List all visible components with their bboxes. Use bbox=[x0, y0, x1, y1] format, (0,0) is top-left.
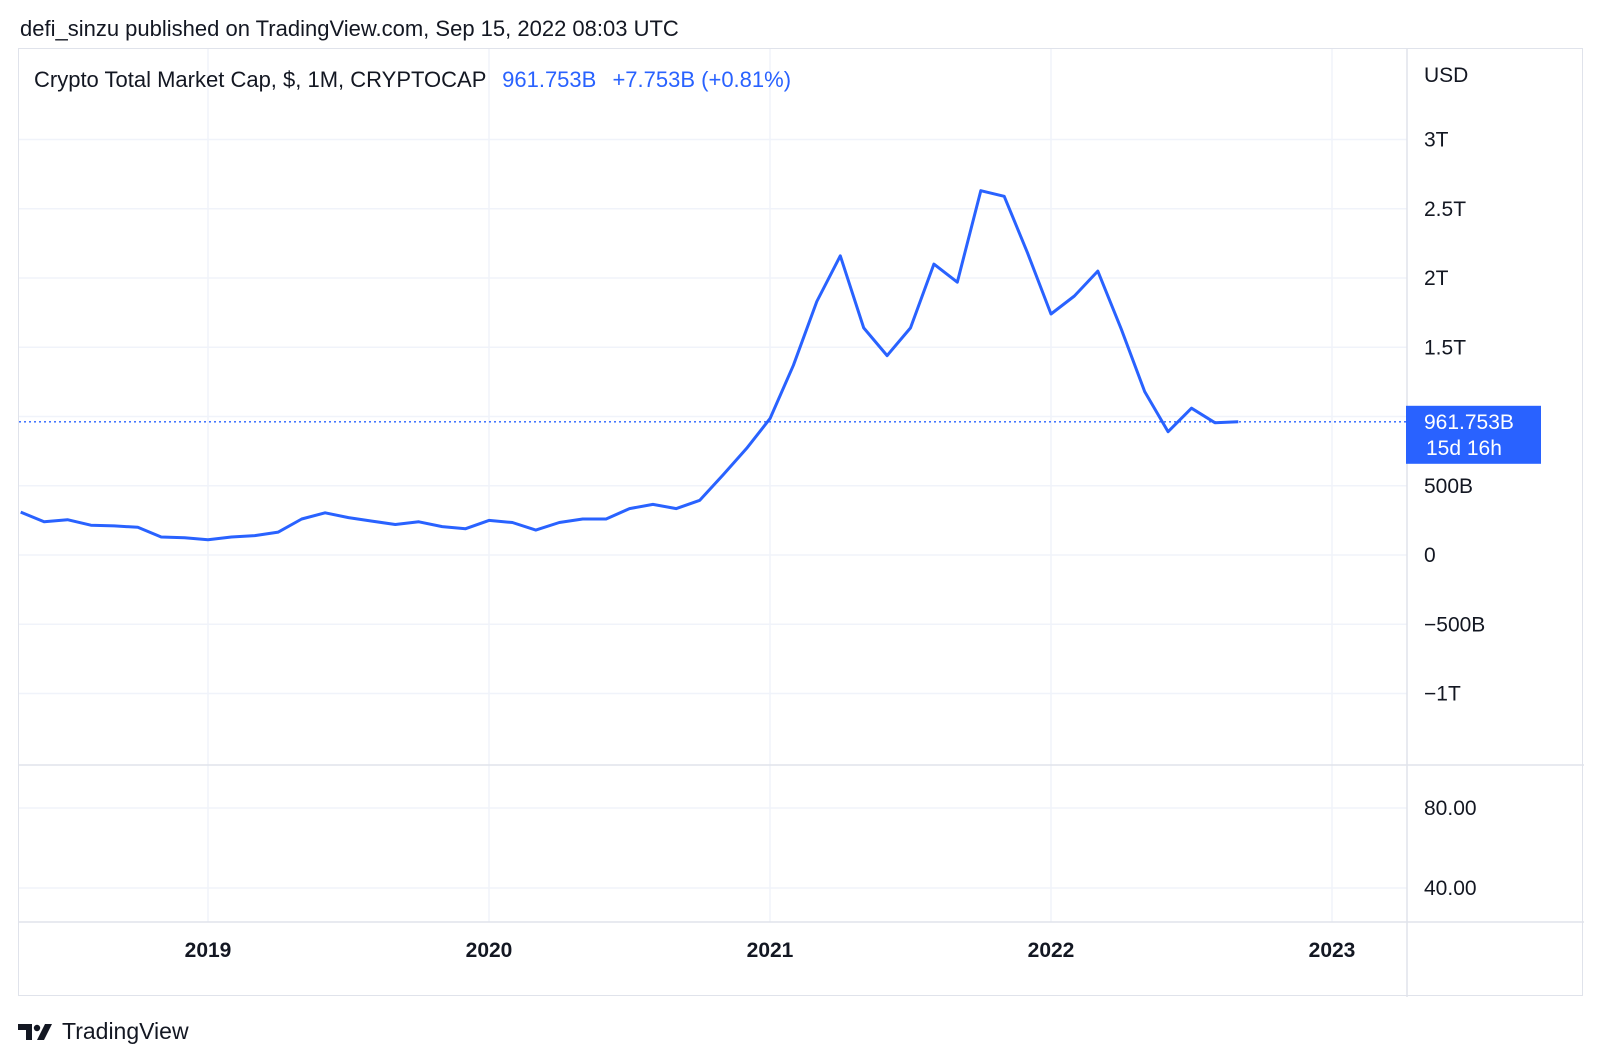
price-tag-box bbox=[1406, 405, 1541, 464]
lower-tick-label: 40.00 bbox=[1424, 877, 1477, 900]
x-tick-label: 2022 bbox=[1028, 939, 1075, 962]
y-tick-label: 0 bbox=[1424, 544, 1436, 567]
published-info: defi_sinzu published on TradingView.com,… bbox=[20, 16, 679, 41]
y-tick-label: 500B bbox=[1424, 475, 1473, 498]
series-line bbox=[20, 189, 1239, 542]
x-tick-label: 2023 bbox=[1309, 939, 1356, 962]
y-tick-label: 1.5T bbox=[1424, 336, 1466, 359]
x-tick-label: 2019 bbox=[185, 939, 232, 962]
price-tag: 961.753B 15d 16h bbox=[1406, 405, 1541, 464]
chart-frame: 2019 2020 2021 2022 2023 3T 2.5T 2T 1.5T 500B 0 −50… bbox=[18, 48, 1584, 997]
footer: TradingView bbox=[18, 1018, 189, 1045]
grid-lines bbox=[19, 49, 1407, 922]
chart-canvas[interactable]: 2019 2020 2021 2022 2023 3T 2.5T 2T 1.5T 500B 0 −50… bbox=[19, 49, 1584, 997]
y-tick-label: 2T bbox=[1424, 267, 1449, 290]
y-axis-unit-label: USD bbox=[1424, 64, 1468, 87]
tradingview-logo-icon bbox=[18, 1023, 52, 1040]
series-layer bbox=[19, 189, 1407, 542]
price-tag-value: 961.753B bbox=[1424, 411, 1514, 434]
legend-value: 961.753B bbox=[502, 67, 597, 92]
y-tick-label: 3T bbox=[1424, 129, 1449, 152]
y-tick-label: −1T bbox=[1424, 683, 1461, 706]
legend-symbol: Crypto Total Market Cap, $, 1M, CRYPTOCA… bbox=[34, 67, 486, 92]
footer-brand: TradingView bbox=[62, 1018, 189, 1044]
price-tag-countdown: 15d 16h bbox=[1426, 437, 1502, 460]
lower-tick-label: 80.00 bbox=[1424, 797, 1477, 820]
y-tick-label: −500B bbox=[1424, 613, 1485, 636]
chart-legend: Crypto Total Market Cap, $, 1M, CRYPTOCA… bbox=[34, 67, 791, 93]
axes bbox=[19, 49, 1584, 997]
x-tick-label: 2020 bbox=[466, 939, 513, 962]
x-tick-label: 2021 bbox=[747, 939, 794, 962]
y-tick-label: 2.5T bbox=[1424, 198, 1466, 221]
legend-change: +7.753B (+0.81%) bbox=[612, 67, 792, 92]
tick-labels: 2019 2020 2021 2022 2023 3T 2.5T 2T 1.5T 500B 0 −50… bbox=[185, 64, 1486, 962]
